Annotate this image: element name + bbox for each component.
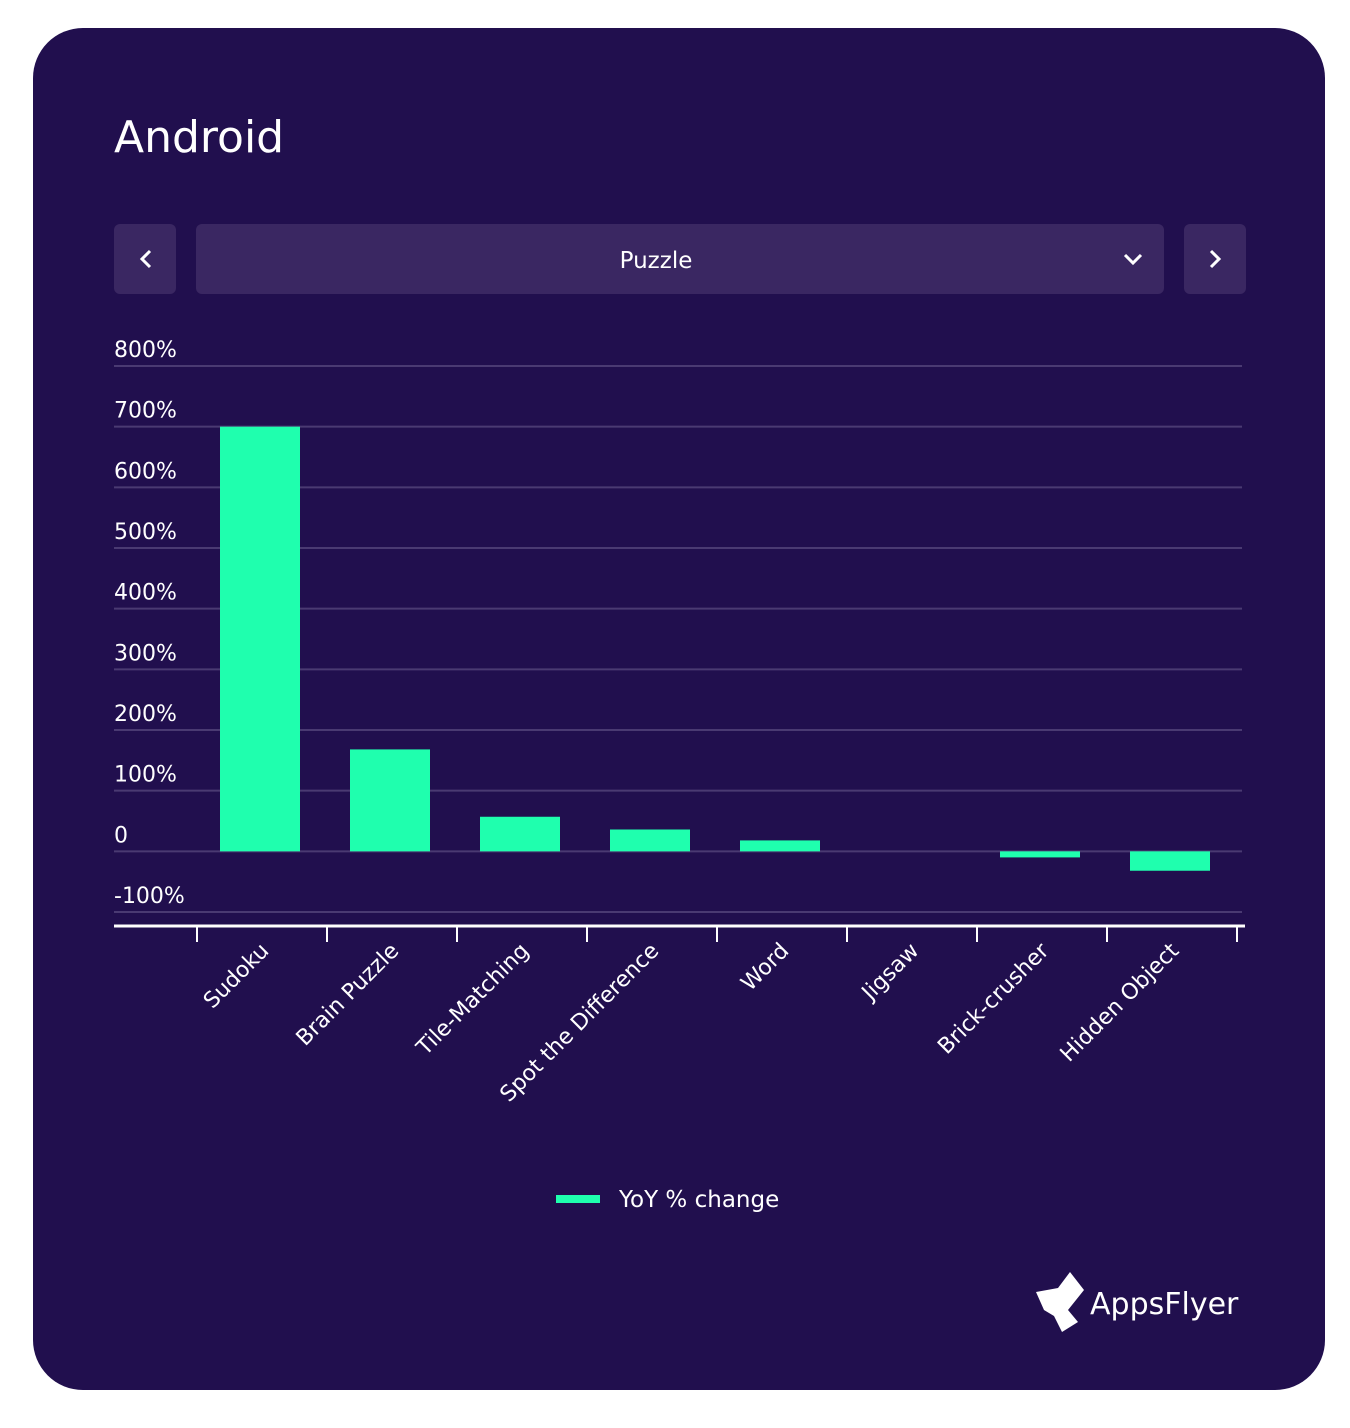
bar: [480, 816, 560, 852]
category-dropdown[interactable]: Puzzle: [196, 224, 1164, 294]
bar: [1130, 851, 1210, 871]
next-icon[interactable]: [1209, 249, 1222, 269]
dropdown-value[interactable]: Puzzle: [620, 248, 693, 274]
bar: [350, 749, 430, 852]
bar: [220, 426, 300, 852]
y-tick-label: -100%: [114, 884, 185, 909]
card: [33, 28, 1325, 1390]
prev-button-bg[interactable]: [114, 224, 176, 294]
y-tick-label: 200%: [114, 702, 177, 727]
y-tick-label: 300%: [114, 641, 177, 666]
y-tick-label: 600%: [114, 459, 177, 484]
y-tick-label: 100%: [114, 763, 177, 788]
logo-mark: [1036, 1272, 1084, 1332]
dropdown-bg[interactable]: [196, 224, 1164, 294]
next-button-bg[interactable]: [1184, 224, 1246, 294]
bar: [1000, 851, 1080, 858]
bar: [740, 840, 820, 852]
bar: [610, 829, 690, 852]
y-tick-label: 400%: [114, 581, 177, 606]
title: Android: [114, 112, 284, 163]
legend-label: YoY % change: [618, 1187, 779, 1213]
prev-icon[interactable]: [139, 249, 152, 269]
y-tick-label: 500%: [114, 520, 177, 545]
next-button[interactable]: [1184, 224, 1246, 294]
y-tick-label: 0: [114, 823, 128, 848]
logo: AppsFlyer: [1036, 1272, 1239, 1332]
dropdown-caret[interactable]: [1123, 253, 1143, 266]
y-tick-label: 700%: [114, 399, 177, 424]
logo-text: AppsFlyer: [1090, 1287, 1239, 1322]
prev-button[interactable]: [114, 224, 176, 294]
y-tick-label: 800%: [114, 338, 177, 363]
